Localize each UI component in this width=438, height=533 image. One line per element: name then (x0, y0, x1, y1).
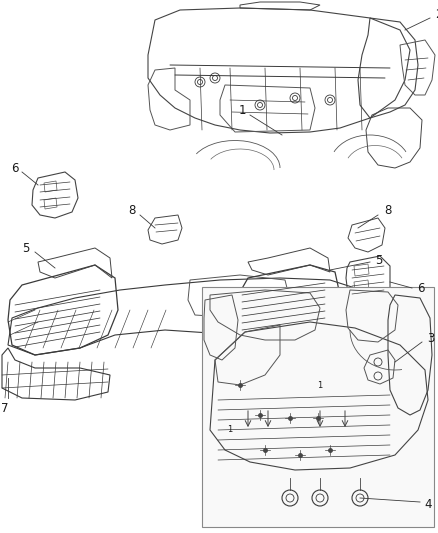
Text: 1: 1 (227, 425, 233, 434)
Text: 5: 5 (375, 254, 382, 266)
Text: 8: 8 (128, 204, 136, 216)
Text: 6: 6 (11, 161, 19, 174)
Bar (202, 287, 434, 527)
Text: 3: 3 (427, 332, 434, 344)
Text: 1: 1 (238, 103, 246, 117)
Text: 1: 1 (318, 381, 323, 390)
Text: 6: 6 (417, 281, 424, 295)
Text: 8: 8 (384, 205, 392, 217)
Text: 2: 2 (435, 9, 438, 21)
Text: 5: 5 (22, 241, 30, 254)
Text: 4: 4 (424, 497, 431, 511)
Text: 7: 7 (1, 401, 9, 415)
